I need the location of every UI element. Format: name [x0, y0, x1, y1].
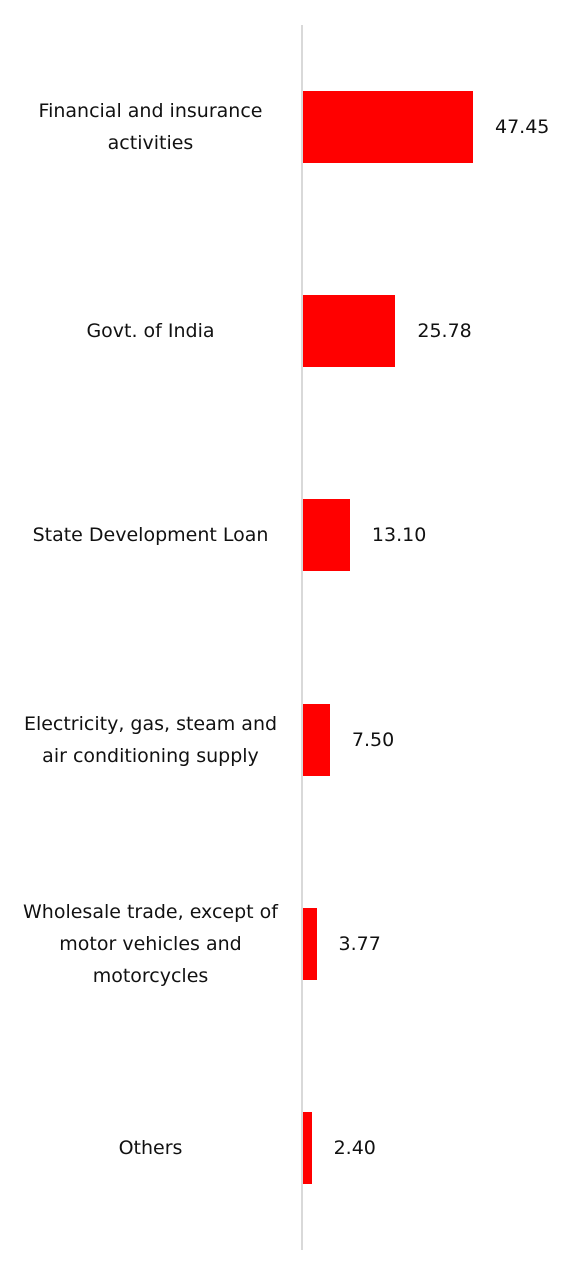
value-label: 25.78 — [417, 320, 472, 343]
value-label: 47.45 — [495, 116, 550, 139]
bar — [303, 295, 396, 368]
category-label: Others — [118, 1136, 183, 1159]
category-label: Financial and insurance activities — [38, 100, 263, 155]
value-label: 7.50 — [351, 728, 395, 751]
category-label: Wholesale trade, except of motor vehicle… — [23, 900, 278, 987]
category-label: Electricity, gas, steam and air conditio… — [23, 712, 278, 767]
value-label: 2.40 — [333, 1136, 376, 1159]
bar — [303, 91, 473, 164]
bar — [303, 1111, 312, 1184]
category-label: Govt. of India — [86, 320, 215, 343]
value-label: 13.10 — [371, 524, 427, 547]
bar — [303, 499, 350, 572]
bar — [303, 907, 317, 980]
value-label: 3.77 — [338, 932, 381, 955]
category-label: State Development Loan — [32, 524, 269, 547]
category-axis — [301, 25, 303, 1250]
bar — [303, 703, 330, 776]
